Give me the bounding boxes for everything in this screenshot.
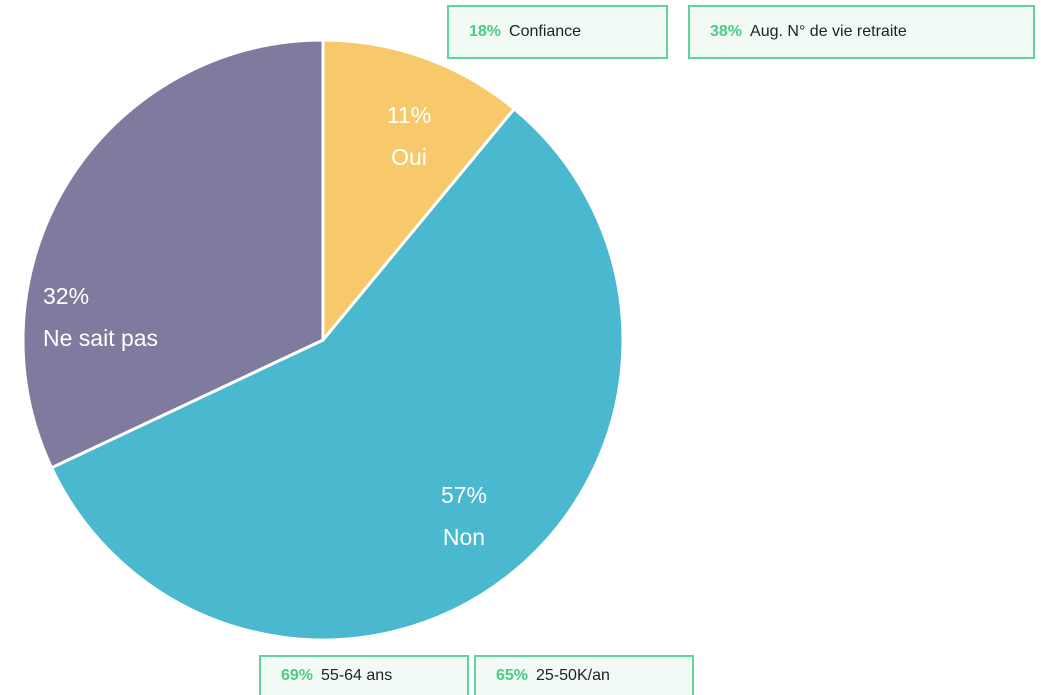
annotation-percent: 69%: [281, 667, 314, 684]
annotation-text: 25-50K/an: [536, 667, 610, 684]
slice-category-label: Oui: [391, 144, 427, 170]
annotation-box: 18% Confiance: [447, 5, 668, 59]
annotation-text: Confiance: [509, 23, 582, 40]
pie-slice: [49, 106, 625, 642]
pie-slice: [321, 38, 517, 345]
slice-value-label: 11%: [387, 102, 431, 128]
slice-category-label: Ne sait pas: [43, 325, 158, 351]
annotation-percent: 65%: [496, 667, 529, 684]
annotation-box: 65% 25-50K/an: [474, 655, 694, 695]
slice-value-label: 32%: [43, 283, 89, 309]
annotation-percent: 38%: [710, 23, 743, 40]
annotation-text: 55-64 ans: [321, 667, 393, 684]
slice-category-label: Non: [443, 524, 485, 550]
slice-value-label: 57%: [441, 482, 487, 508]
annotation-text: Aug. N° de vie retraite: [750, 23, 907, 40]
annotation-box: 69% 55-64 ans: [259, 655, 469, 695]
annotation-box: 38% Aug. N° de vie retraite: [688, 5, 1035, 59]
annotation-percent: 18%: [469, 23, 502, 40]
pie-slice: [21, 38, 325, 470]
